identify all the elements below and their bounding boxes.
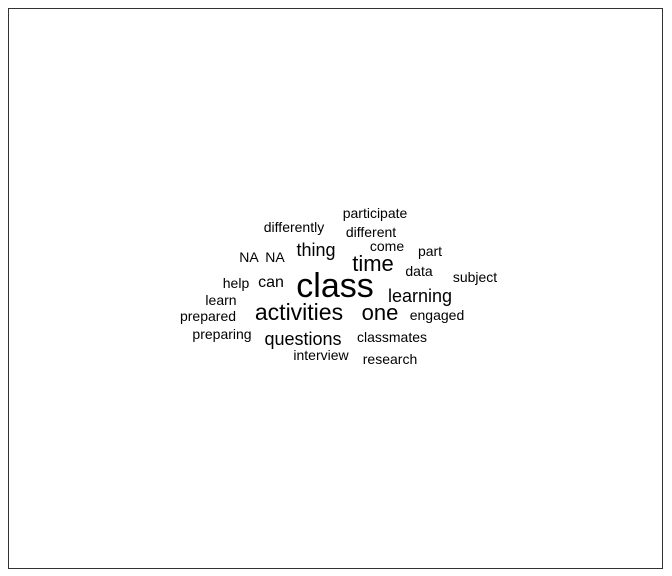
word-interview: interview xyxy=(293,347,349,363)
word-research: research xyxy=(363,351,417,367)
word-classmates: classmates xyxy=(357,329,427,345)
word-preparing: preparing xyxy=(192,326,251,342)
word-na-2: NA xyxy=(265,249,285,265)
word-come: come xyxy=(370,238,404,254)
word-different: different xyxy=(346,224,396,240)
word-data: data xyxy=(405,263,432,279)
word-time: time xyxy=(352,251,394,276)
word-participate: participate xyxy=(343,205,408,221)
word-can: can xyxy=(258,274,284,291)
word-differently: differently xyxy=(264,219,324,235)
word-activities: activities xyxy=(255,299,343,325)
word-one: one xyxy=(362,300,399,325)
word-part: part xyxy=(418,243,442,259)
word-learn: learn xyxy=(205,292,236,308)
word-help: help xyxy=(223,275,250,291)
word-na: NA xyxy=(239,249,259,265)
word-thing: thing xyxy=(296,240,335,260)
word-subject: subject xyxy=(453,269,497,285)
plot-frame xyxy=(8,8,663,569)
word-learning: learning xyxy=(388,286,452,306)
word-questions: questions xyxy=(264,329,341,349)
word-prepared: prepared xyxy=(180,308,236,324)
word-class: class xyxy=(296,267,373,305)
word-engaged: engaged xyxy=(410,307,465,323)
